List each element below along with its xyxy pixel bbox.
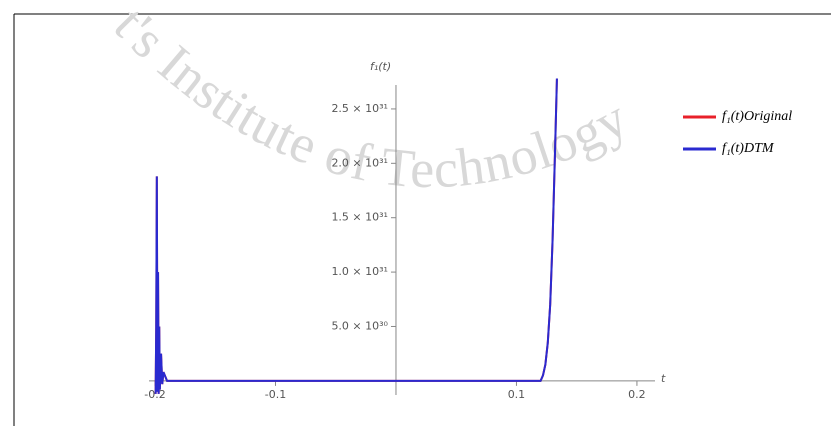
x-tick-label: 0.1 <box>508 388 526 401</box>
x-tick-label: 0.2 <box>628 388 646 401</box>
y-tick-label: 5.0 × 10³⁰ <box>331 319 388 332</box>
x-tick-label: -0.1 <box>265 388 286 401</box>
x-tick-label: -0.2 <box>144 388 165 401</box>
y-tick-label: 2.5 × 10³¹ <box>331 102 388 115</box>
y-axis-label: f₁(t) <box>370 60 391 73</box>
y-tick-label: 2.0 × 10³¹ <box>331 156 388 169</box>
legend-label: f₁(t)DTM <box>722 141 775 156</box>
y-tick-label: 1.0 × 10³¹ <box>331 265 388 278</box>
x-axis-label: t <box>661 372 666 385</box>
y-tick-label: 1.5 × 10³¹ <box>331 211 388 224</box>
series-line <box>154 78 558 394</box>
legend-label: f₁(t)Original <box>722 109 792 124</box>
